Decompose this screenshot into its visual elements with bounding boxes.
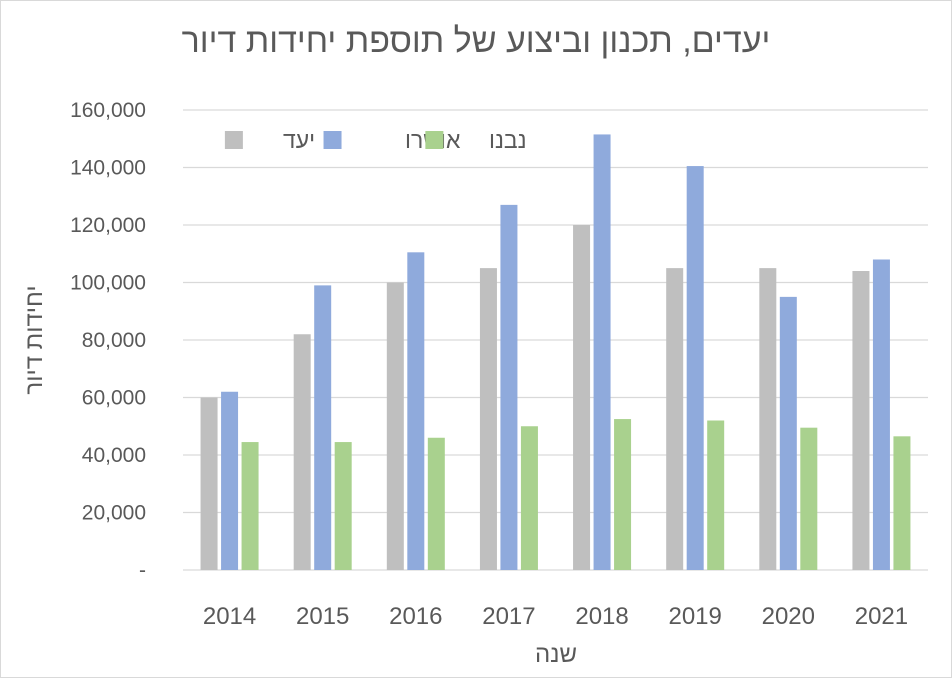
bar-2020-1	[759, 268, 777, 570]
bar-2015-3	[334, 442, 352, 570]
bar-2021-2	[872, 259, 890, 570]
y-tick-label: 20,000	[82, 502, 146, 525]
bar-2018-3	[614, 419, 632, 570]
x-tick-label: 2019	[668, 603, 721, 630]
legend-label: נבנו	[489, 127, 527, 153]
legend-swatch	[224, 131, 243, 149]
y-tick-label: 140,000	[70, 157, 146, 180]
bar-2017-2	[500, 204, 518, 570]
x-tick-label: 2015	[296, 603, 349, 630]
y-tick-labels: - 20,000 40,000 60,000 80,000 100,000 120,000 1…	[70, 99, 146, 582]
legend: יעדאושרונבנו	[224, 127, 527, 153]
bar-2014-3	[241, 442, 259, 570]
bar-2021-1	[852, 271, 870, 570]
bar-2019-1	[666, 268, 684, 570]
bar-2016-1	[386, 282, 404, 570]
y-axis-title: יחידות דיור	[21, 285, 48, 394]
bars	[200, 134, 911, 570]
chart-title: יעדים, תכנון וביצוע של תוספת יחידות דיור	[181, 22, 771, 60]
bar-2018-1	[573, 225, 591, 570]
y-tick-label: 40,000	[82, 444, 146, 467]
y-tick-label: 100,000	[70, 272, 146, 295]
legend-label: יעד	[283, 127, 315, 153]
bar-2018-2	[593, 134, 611, 570]
y-tick-label: 60,000	[82, 387, 146, 410]
y-tick-label: 80,000	[82, 329, 146, 352]
x-tick-label: 2014	[203, 603, 256, 630]
bar-2019-3	[707, 420, 725, 570]
y-tick-label: 120,000	[70, 214, 146, 237]
bar-2016-2	[407, 252, 425, 570]
x-tick-label: 2018	[575, 603, 628, 630]
x-tick-label: 2016	[389, 603, 442, 630]
bar-2017-1	[479, 268, 497, 570]
bar-2014-1	[200, 397, 218, 570]
y-tick-label: 160,000	[70, 99, 146, 122]
x-tick-label: 2020	[762, 603, 815, 630]
x-tick-label: 2021	[855, 603, 908, 630]
bar-2014-2	[221, 391, 239, 570]
y-tick-label: -	[139, 559, 146, 582]
bar-2016-3	[427, 437, 445, 570]
x-tick-labels: 2014 2015 2016 2017 2018 2019 2020 2021	[203, 603, 908, 630]
bar-2015-1	[293, 334, 311, 570]
bar-2017-3	[520, 426, 538, 570]
x-tick-label: 2017	[482, 603, 535, 630]
legend-swatch	[425, 131, 444, 149]
x-axis-title: שנה	[535, 641, 577, 668]
legend-swatch	[323, 131, 342, 149]
bar-2019-2	[686, 166, 704, 570]
bar-2020-3	[800, 427, 818, 570]
bar-2021-3	[893, 436, 911, 570]
bar-2015-2	[314, 285, 332, 570]
bar-2020-2	[779, 296, 797, 570]
